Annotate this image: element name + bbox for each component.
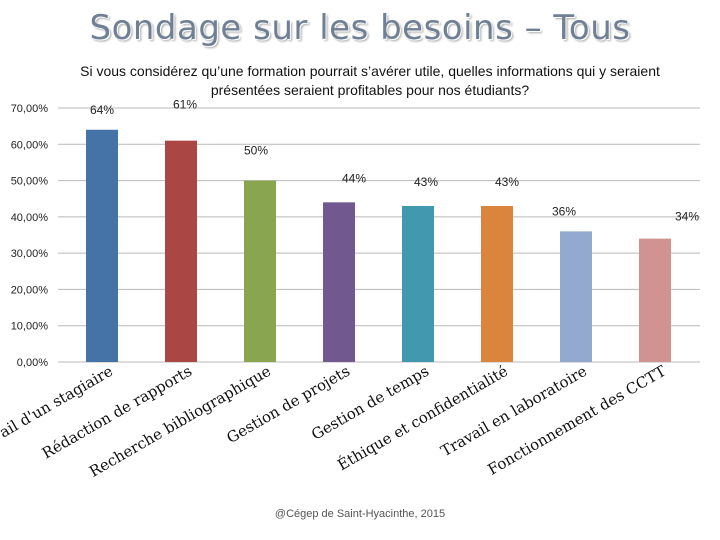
chart-title: Si vous considérez qu’une formation pour… xyxy=(80,63,660,98)
bar xyxy=(639,238,671,362)
bar xyxy=(244,180,276,362)
data-label: 64% xyxy=(90,103,114,117)
y-tick-label: 10,00% xyxy=(11,321,49,333)
bar xyxy=(560,231,592,362)
data-label: 43% xyxy=(414,175,438,189)
y-tick-label: 30,00% xyxy=(11,248,49,260)
data-label: 34% xyxy=(675,210,699,224)
data-labels: 64% 61% 50% 44% 43% 43% 36% 34% xyxy=(90,98,699,224)
y-tick-label: 50,00% xyxy=(11,176,49,188)
bars xyxy=(86,129,671,362)
bar xyxy=(323,202,355,362)
y-tick-label: 40,00% xyxy=(11,212,49,224)
bar xyxy=(165,140,197,362)
bar xyxy=(86,129,118,362)
gridlines xyxy=(58,107,700,363)
y-tick-label: 70,00% xyxy=(11,103,49,115)
bar xyxy=(402,205,434,362)
y-tick-label: 0,00% xyxy=(17,357,48,369)
data-label: 61% xyxy=(173,98,197,112)
copyright-credit: @Cégep de Saint-Hyacinthe, 2015 xyxy=(274,508,446,520)
data-label: 36% xyxy=(552,204,576,218)
slide-title: Sondage sur les besoins – Tous xyxy=(89,8,631,48)
y-tick-label: 60,00% xyxy=(11,139,49,151)
y-tick-label: 20,00% xyxy=(11,284,49,296)
data-label: 43% xyxy=(495,175,519,189)
y-axis-tick-labels: 0,00% 10,00% 20,00% 30,00% 40,00% 50,00% 60,00… xyxy=(11,103,49,369)
data-label: 50% xyxy=(244,144,268,158)
bar xyxy=(481,205,513,362)
data-label: 44% xyxy=(342,171,366,185)
